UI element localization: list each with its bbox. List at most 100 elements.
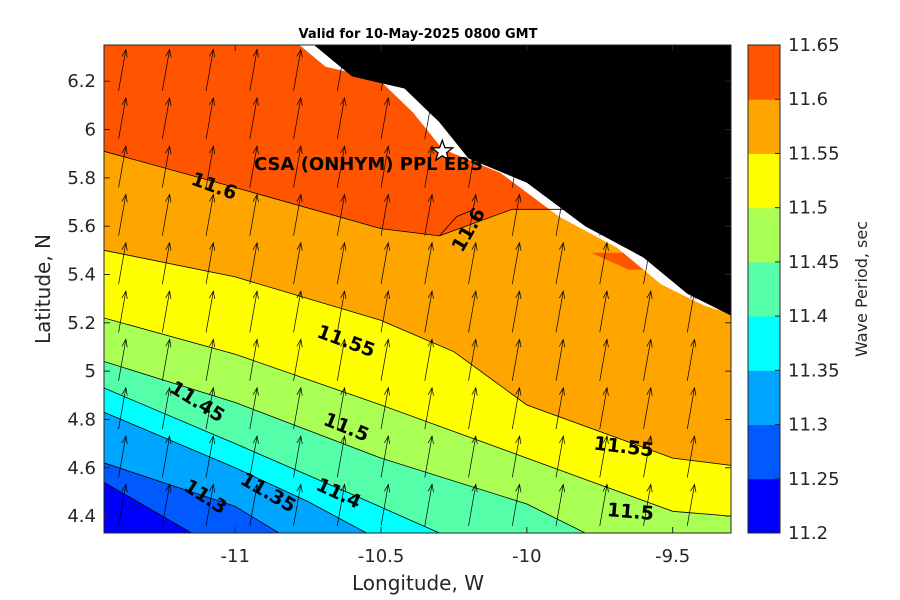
arrow-head bbox=[165, 290, 172, 300]
x-tick-label: -11 bbox=[221, 546, 250, 567]
arrow-head bbox=[252, 96, 259, 106]
y-tick-label: 4.6 bbox=[67, 458, 96, 479]
arrow-shaft bbox=[118, 194, 127, 236]
colorbar-swatch bbox=[748, 370, 780, 426]
arrow-head bbox=[559, 435, 566, 445]
colorbar-swatch bbox=[748, 261, 780, 317]
direction-arrow bbox=[293, 483, 303, 526]
arrow-head bbox=[427, 483, 434, 493]
colorbar-tick-label: 11.2 bbox=[788, 523, 828, 544]
colorbar-tick-label: 11.45 bbox=[788, 252, 840, 273]
arrow-head bbox=[559, 338, 566, 348]
y-tick-label: 5.2 bbox=[67, 313, 96, 334]
arrow-head bbox=[121, 145, 128, 155]
arrow-shaft bbox=[599, 242, 608, 285]
arrow-shaft bbox=[380, 291, 389, 333]
arrow-head bbox=[252, 241, 259, 251]
arrow-head bbox=[121, 48, 128, 58]
arrow-shaft bbox=[643, 484, 652, 526]
arrow-shaft bbox=[293, 484, 302, 526]
y-tick-label: 5 bbox=[85, 361, 96, 382]
arrow-head bbox=[209, 48, 216, 58]
arrow-head bbox=[602, 386, 609, 396]
arrow-shaft bbox=[468, 387, 477, 430]
arrow-head bbox=[602, 338, 609, 348]
direction-arrow bbox=[249, 193, 259, 236]
direction-arrow bbox=[293, 193, 303, 236]
direction-arrow bbox=[511, 193, 522, 236]
arrow-head bbox=[384, 96, 391, 106]
direction-arrow bbox=[336, 193, 347, 236]
arrow-shaft bbox=[511, 436, 520, 478]
arrow-shaft bbox=[599, 194, 608, 236]
arrow-head bbox=[384, 338, 391, 348]
direction-arrow bbox=[161, 193, 172, 236]
contour-line bbox=[104, 387, 440, 533]
direction-arrow bbox=[380, 483, 391, 526]
y-tick-label: 4.4 bbox=[67, 506, 96, 527]
arrow-shaft bbox=[161, 339, 170, 381]
direction-arrow bbox=[424, 386, 434, 430]
arrow-shaft bbox=[161, 436, 170, 478]
arrow-head bbox=[252, 435, 259, 445]
arrow-head bbox=[384, 435, 391, 445]
arrow-shaft bbox=[336, 436, 345, 478]
direction-arrow bbox=[161, 435, 172, 478]
arrow-head bbox=[296, 96, 303, 106]
arrow-head bbox=[209, 193, 216, 203]
arrow-shaft bbox=[293, 194, 302, 236]
band-fill bbox=[104, 412, 731, 533]
arrow-head bbox=[165, 338, 172, 348]
land-mask bbox=[299, 45, 731, 316]
contour-line bbox=[104, 361, 586, 533]
direction-arrow bbox=[205, 338, 216, 381]
direction-arrow bbox=[336, 241, 347, 285]
arrow-head bbox=[384, 386, 391, 396]
arrow-shaft bbox=[161, 97, 170, 140]
arrow-head bbox=[165, 48, 172, 58]
arrow-head bbox=[296, 483, 303, 493]
arrow-head bbox=[209, 435, 216, 445]
arrow-shaft bbox=[161, 242, 170, 285]
direction-arrow bbox=[293, 241, 303, 285]
arrow-head bbox=[427, 290, 434, 300]
arrow-shaft bbox=[205, 97, 214, 140]
direction-arrow bbox=[249, 96, 259, 140]
x-tick-label: -9.5 bbox=[655, 546, 690, 567]
chart-title: Valid for 10-May-2025 0800 GMT bbox=[299, 27, 538, 42]
direction-arrow bbox=[424, 338, 434, 381]
direction-arrow bbox=[118, 48, 128, 91]
arrow-shaft bbox=[249, 97, 258, 140]
colorbar-swatch bbox=[748, 316, 780, 371]
arrow-head bbox=[340, 338, 347, 348]
arrow-head bbox=[471, 435, 478, 445]
arrow-shaft bbox=[686, 484, 695, 526]
direction-arrow bbox=[555, 290, 566, 333]
direction-arrow bbox=[205, 435, 216, 478]
arrow-shaft bbox=[511, 291, 520, 333]
contour-line bbox=[104, 411, 367, 533]
direction-arrow bbox=[161, 241, 172, 285]
arrow-head bbox=[165, 435, 172, 445]
arrow-head bbox=[602, 241, 609, 251]
arrow-shaft bbox=[424, 387, 433, 430]
direction-arrow bbox=[293, 48, 303, 91]
x-axis-label: Longitude, W bbox=[352, 571, 484, 595]
direction-arrow bbox=[336, 483, 347, 526]
y-tick-label: 5.4 bbox=[67, 265, 96, 286]
arrow-head bbox=[340, 290, 347, 300]
direction-arrow bbox=[161, 386, 172, 430]
arrow-head bbox=[515, 338, 522, 348]
direction-arrow bbox=[380, 386, 391, 430]
arrow-head bbox=[646, 483, 653, 493]
arrow-shaft bbox=[555, 436, 564, 478]
arrow-shaft bbox=[118, 291, 127, 333]
arrow-head bbox=[340, 435, 347, 445]
direction-arrow bbox=[118, 193, 128, 236]
direction-arrow bbox=[468, 241, 478, 285]
arrow-head bbox=[165, 193, 172, 203]
colorbar-tick-label: 11.25 bbox=[788, 469, 840, 490]
direction-arrow bbox=[555, 435, 566, 478]
arrow-head bbox=[340, 483, 347, 493]
arrow-head bbox=[384, 48, 391, 58]
